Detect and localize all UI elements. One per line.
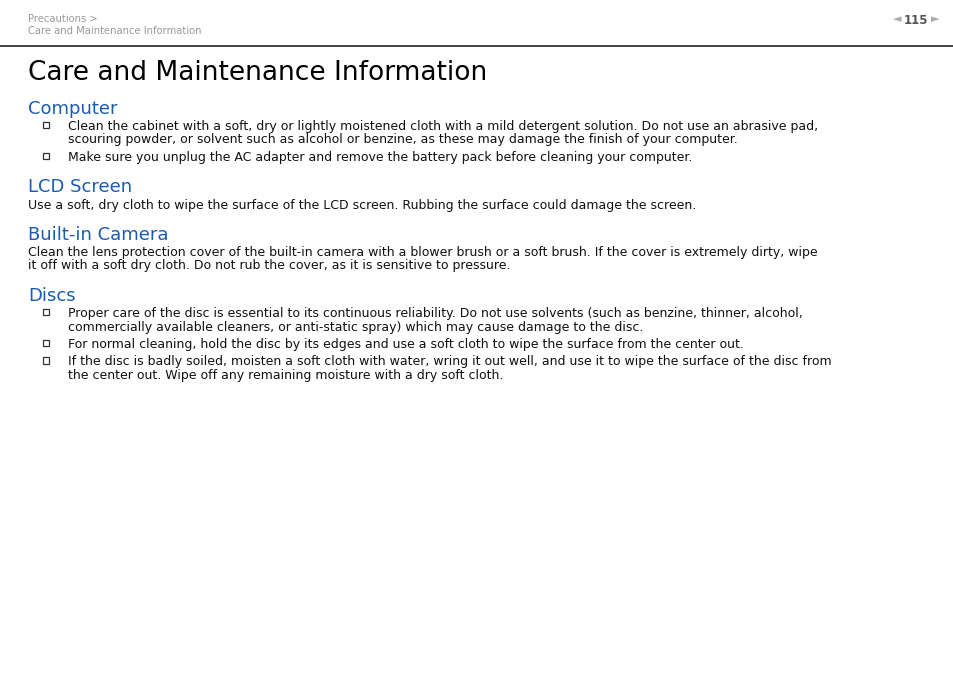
Text: ◄: ◄ bbox=[892, 14, 901, 24]
Text: scouring powder, or solvent such as alcohol or benzine, as these may damage the : scouring powder, or solvent such as alco… bbox=[68, 133, 737, 146]
Text: Clean the lens protection cover of the built-in camera with a blower brush or a : Clean the lens protection cover of the b… bbox=[28, 246, 817, 259]
Bar bbox=[43, 121, 50, 128]
Text: If the disc is badly soiled, moisten a soft cloth with water, wring it out well,: If the disc is badly soiled, moisten a s… bbox=[68, 355, 831, 369]
Text: LCD Screen: LCD Screen bbox=[28, 179, 132, 197]
Text: it off with a soft dry cloth. Do not rub the cover, as it is sensitive to pressu: it off with a soft dry cloth. Do not rub… bbox=[28, 259, 510, 272]
Text: For normal cleaning, hold the disc by its edges and use a soft cloth to wipe the: For normal cleaning, hold the disc by it… bbox=[68, 338, 743, 351]
Text: Built-in Camera: Built-in Camera bbox=[28, 226, 169, 244]
Text: Use a soft, dry cloth to wipe the surface of the LCD screen. Rubbing the surface: Use a soft, dry cloth to wipe the surfac… bbox=[28, 199, 696, 212]
Bar bbox=[43, 152, 50, 159]
Bar bbox=[43, 309, 50, 315]
Text: commercially available cleaners, or anti-static spray) which may cause damage to: commercially available cleaners, or anti… bbox=[68, 321, 642, 334]
Bar bbox=[43, 340, 50, 346]
Text: Precautions >: Precautions > bbox=[28, 14, 97, 24]
Text: Care and Maintenance Information: Care and Maintenance Information bbox=[28, 60, 487, 86]
Text: the center out. Wipe off any remaining moisture with a dry soft cloth.: the center out. Wipe off any remaining m… bbox=[68, 369, 503, 382]
Text: 115: 115 bbox=[902, 14, 927, 27]
Text: Make sure you unplug the AC adapter and remove the battery pack before cleaning : Make sure you unplug the AC adapter and … bbox=[68, 151, 692, 164]
Text: Clean the cabinet with a soft, dry or lightly moistened cloth with a mild deterg: Clean the cabinet with a soft, dry or li… bbox=[68, 120, 818, 133]
Text: ►: ► bbox=[930, 14, 939, 24]
Text: Computer: Computer bbox=[28, 100, 117, 118]
Text: Proper care of the disc is essential to its continuous reliability. Do not use s: Proper care of the disc is essential to … bbox=[68, 307, 801, 320]
Bar bbox=[43, 357, 50, 363]
Text: Care and Maintenance Information: Care and Maintenance Information bbox=[28, 26, 201, 36]
Text: Discs: Discs bbox=[28, 287, 75, 305]
